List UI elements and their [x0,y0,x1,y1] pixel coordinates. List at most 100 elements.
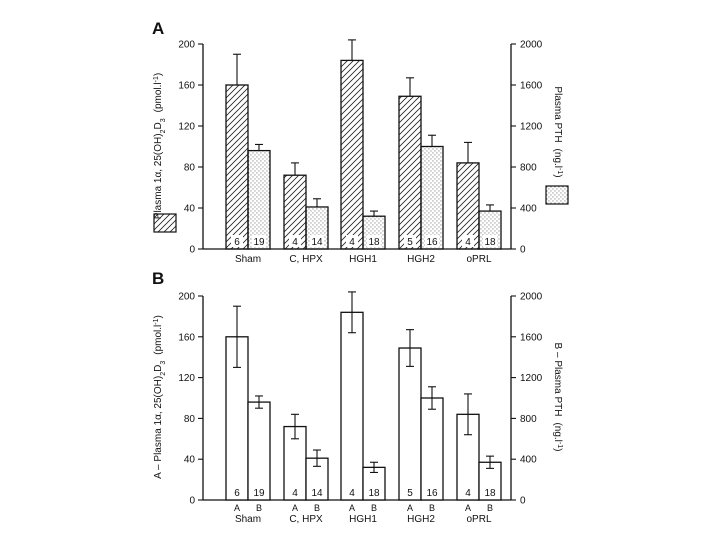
left-axis-title-exp: -1 [153,76,160,82]
pb-bar-label-a: A [234,503,240,513]
pb-left-tick-label: 40 [184,455,196,466]
right-axis-title-units: (ng.l [552,422,563,441]
pa-n-label-a: 4 [292,237,298,248]
pb-right-tick-label: 1600 [520,332,543,343]
pa-n-label-bg [231,235,243,247]
right-axis-title-exp: -1 [557,168,564,174]
left-axis-title-sub: 2 [160,129,167,133]
pb-n-label-bg [289,486,301,498]
pa-n-label-bg [483,235,497,247]
pb-bar-label-a: A [349,503,355,513]
pb-n-label-bg [425,486,439,498]
pa-bar-a [340,59,364,250]
pb-n-label-b: 16 [426,488,438,499]
left-axis-title-close: ) [153,315,164,318]
left-axis-title-mid: D [153,365,164,372]
pb-category-label: HGH1 [349,514,377,525]
pa-n-label-bg [425,235,439,247]
pa-category-label: Sham [235,254,261,265]
pb-bar-label-b: B [487,503,493,513]
right-axis-title-close: ) [552,448,563,451]
pa-bar-b [247,149,271,250]
right-axis-title-prefix: B – [552,343,563,361]
right-axis-title-units: (ng.l [552,149,563,168]
pb-left-tick-label: 80 [184,414,196,425]
pb-bar-b [247,401,271,501]
pb-n-label-bg [404,486,416,498]
left-axis-title-units: (pmol.l [153,82,164,112]
left-axis-title-close: ) [153,73,164,76]
pa-left-tick-label: 160 [178,81,195,92]
pa-bar-a [225,84,249,250]
right-axis-title-b: B – Plasma PTH (ng.l-1) [552,343,564,452]
pa-right-tick-label: 800 [520,163,537,174]
panel-letter-a: A [152,19,164,38]
left-axis-title-main: Plasma 1α, 25(OH) [153,376,164,462]
pa-left-tick-label: 40 [184,204,196,215]
pa-n-label-b: 14 [311,237,323,248]
left-axis-title-units: (pmol.l [153,325,164,355]
pb-bar-label-b: B [314,503,320,513]
pb-n-label-b: 19 [253,488,265,499]
pa-left-tick-label: 80 [184,163,196,174]
pb-bar-label-a: A [292,503,298,513]
left-axis-title-sub: 3 [160,361,167,365]
pa-n-label-bg [346,235,358,247]
left-axis-title-a: Plasma 1α, 25(OH)2D3 (pmol.l-1) [153,73,167,219]
right-axis-title-exp: -1 [557,442,564,448]
pb-n-label-b: 18 [484,488,496,499]
pb-right-tick-label: 0 [520,496,526,507]
pb-bar-a [340,311,364,501]
pb-n-label-a: 6 [234,488,240,499]
pb-right-tick-label: 1200 [520,373,543,384]
left-axis-title-prefix: A – [153,462,164,479]
left-axis-title-main: Plasma 1α, 25(OH) [153,133,164,219]
pa-bar-b [420,145,444,250]
right-axis-title-main: Plasma PTH [552,86,563,142]
pa-category-label: oPRL [466,254,491,265]
pa-left-tick-label: 200 [178,40,195,51]
pb-left-tick-label: 0 [189,496,195,507]
left-axis-title-exp: -1 [153,318,160,324]
pa-right-tick-label: 2000 [520,40,543,51]
pb-left-tick-label: 160 [178,332,195,343]
pb-n-label-bg [462,486,474,498]
pa-category-label: HGH1 [349,254,377,265]
pb-n-label-bg [252,486,266,498]
pb-n-label-b: 18 [368,488,380,499]
pa-n-label-a: 5 [407,237,413,248]
right-axis-title-main: Plasma PTH [552,360,563,416]
right-axis-title-close: ) [552,174,563,177]
pa-n-label-b: 18 [368,237,380,248]
pb-n-label-bg [367,486,381,498]
pb-left-tick-label: 120 [178,373,195,384]
pa-n-label-bg [310,235,324,247]
pb-left-tick-label: 200 [178,292,195,303]
legend-swatch-hatch [153,213,177,233]
pa-n-label-a: 4 [349,237,355,248]
pa-n-label-bg [289,235,301,247]
pa-n-label-bg [367,235,381,247]
panel-letter-b: B [152,269,164,288]
pb-category-label: C, HPX [289,514,323,525]
pa-n-label-b: 16 [426,237,438,248]
pa-right-tick-label: 1600 [520,81,543,92]
left-axis-title-mid: D [153,122,164,129]
pa-n-label-bg [404,235,416,247]
pa-n-label-a: 6 [234,237,240,248]
legend-swatch-stipple [545,185,569,205]
pa-right-tick-label: 0 [520,245,526,256]
pb-bar-label-a: A [407,503,413,513]
pb-n-label-b: 14 [311,488,323,499]
pb-bar-label-b: B [256,503,262,513]
pb-bar-label-b: B [371,503,377,513]
pb-n-label-bg [231,486,243,498]
pb-n-label-bg [346,486,358,498]
pa-n-label-bg [462,235,474,247]
pb-n-label-a: 4 [349,488,355,499]
pa-category-label: C, HPX [289,254,323,265]
pa-right-tick-label: 400 [520,204,537,215]
